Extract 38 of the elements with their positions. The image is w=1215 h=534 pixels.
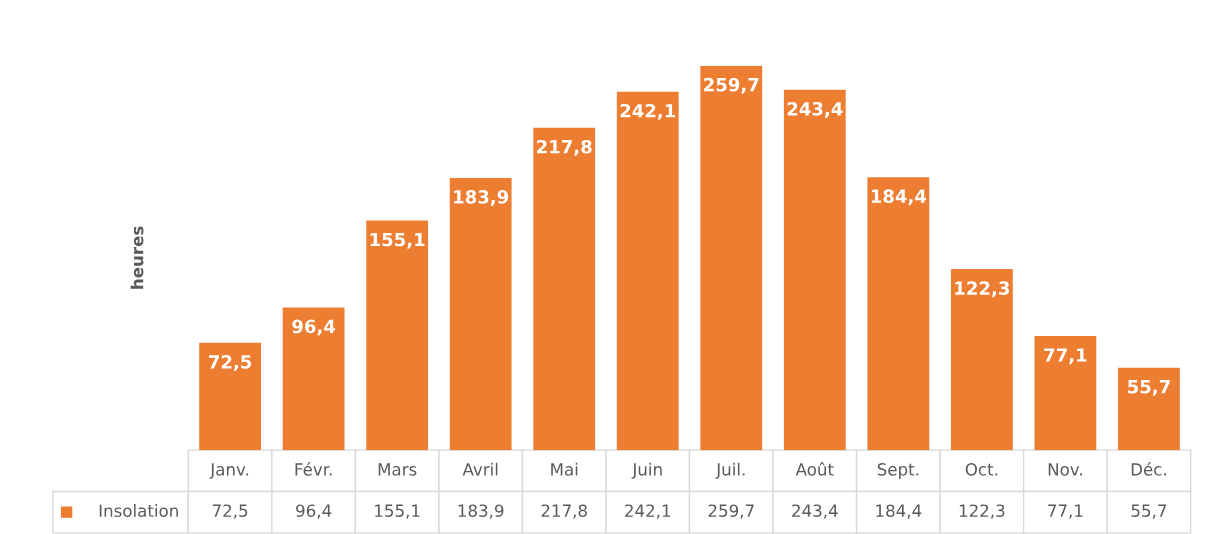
- data-label: 155,1: [375, 504, 420, 519]
- x-tick-label: Déc.: [1131, 462, 1166, 476]
- data-label: 122,3: [959, 504, 1005, 519]
- text: 55,7: [1128, 380, 1170, 396]
- data-label: 242,1: [625, 504, 671, 519]
- text: 155,1: [370, 232, 425, 249]
- x-tick-label: Mai: [551, 462, 578, 476]
- x-tick-label: Oct.: [965, 463, 998, 476]
- x-tick-label: Nov.: [1048, 463, 1082, 476]
- legend-label: Insolation: [99, 504, 178, 517]
- text: 72,5: [209, 354, 252, 371]
- x-tick-label: Sept.: [877, 463, 919, 479]
- x-tick-label: Avril: [462, 462, 498, 476]
- x-tick-label: Juin: [631, 462, 662, 479]
- data-label: 96,4: [296, 504, 332, 519]
- data-label: 243,4: [792, 504, 838, 519]
- text: 122,3: [955, 281, 1009, 298]
- text: 242,1: [620, 103, 676, 120]
- text: 243,4: [787, 101, 843, 118]
- data-label: 77,1: [1048, 504, 1083, 519]
- x-tick-label: Févr.: [295, 462, 332, 476]
- data-label: 217,8: [541, 504, 587, 519]
- text: 183,9: [454, 190, 509, 207]
- text: 259,7: [704, 77, 759, 94]
- text: 217,8: [537, 139, 592, 156]
- y-axis-title: heures: [130, 226, 144, 289]
- data-label: 259,7: [708, 504, 754, 519]
- x-tick-label: Août: [795, 462, 834, 476]
- x-tick-label: Janv.: [209, 463, 249, 479]
- x-tick-label: Mars: [378, 463, 417, 476]
- data-label: 72,5: [212, 504, 248, 519]
- data-label: 55,7: [1131, 504, 1167, 519]
- data-label: 184,4: [876, 504, 922, 519]
- text: 96,4: [292, 319, 336, 336]
- x-tick-label: Juil.: [715, 462, 745, 479]
- text: 77,1: [1044, 348, 1087, 365]
- text: 184,4: [871, 189, 927, 206]
- data-label: 183,9: [458, 504, 504, 519]
